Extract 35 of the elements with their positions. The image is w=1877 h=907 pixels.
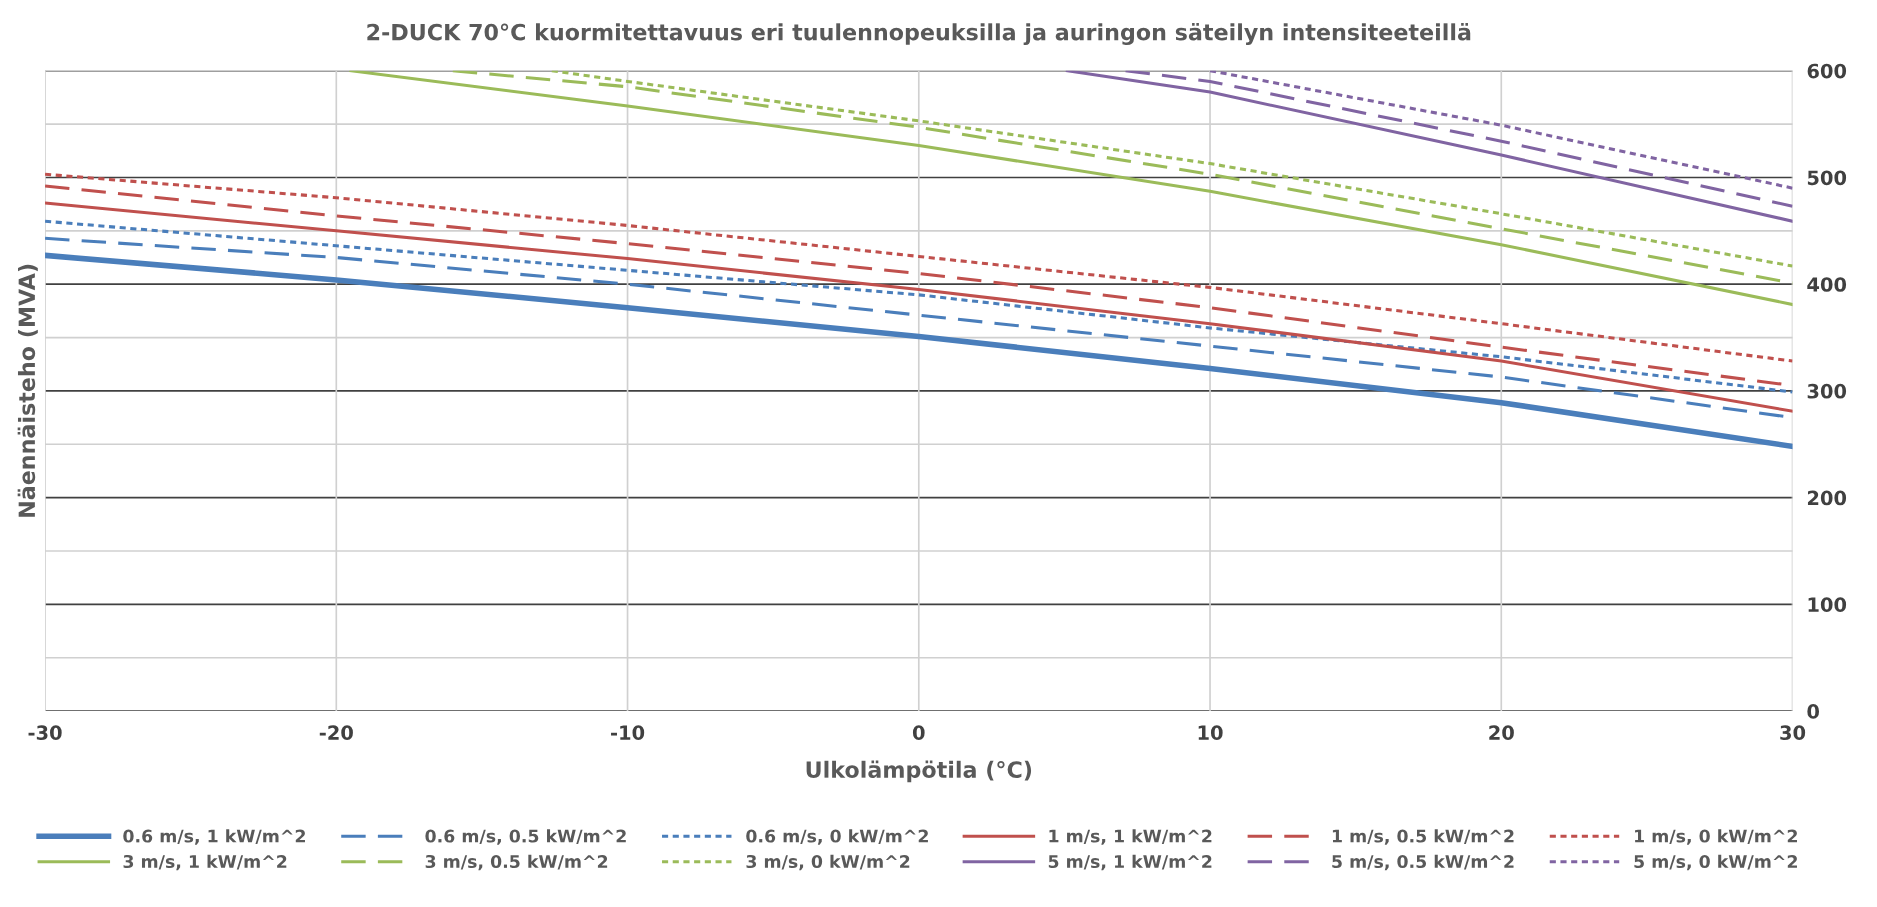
- legend-label: 5 m/s, 0 kW/m^2: [1634, 854, 1797, 871]
- x-tick-label: 0: [912, 725, 925, 741]
- chart-title: 2-DUCK 70°C kuormitettavuus eri tuulennopeuksilla ja auringon säteilyn intensiteeteillä: [367, 22, 1471, 45]
- y-tick-label: 500: [1807, 170, 1847, 186]
- legend-label: 5 m/s, 0.5 kW/m^2: [1332, 854, 1514, 871]
- line-series: [1124, 70, 1793, 208]
- legend-label: 3 m/s, 1 kW/m^2: [123, 854, 287, 871]
- line-series: [45, 201, 1793, 413]
- legend-label: 3 m/s, 0.5 kW/m^2: [425, 854, 608, 871]
- y-tick-label: 0: [1807, 704, 1820, 719]
- legend-label: 3 m/s, 0 kW/m^2: [746, 854, 910, 871]
- x-tick-label: 10: [1198, 725, 1223, 741]
- y-tick-label: 300: [1807, 383, 1847, 399]
- line-series: [45, 219, 1793, 394]
- y-tick-label: 400: [1807, 277, 1847, 292]
- x-tick-label: -20: [319, 725, 353, 741]
- legend-label: 0.6 m/s, 0.5 kW/m^2: [425, 829, 626, 845]
- line-series: [45, 172, 1793, 363]
- y-axis-title: Näennäisteho (MVA): [17, 264, 38, 517]
- x-tick-label: -10: [611, 725, 645, 741]
- y-tick-label: 600: [1807, 63, 1847, 79]
- x-tick-label: 30: [1780, 725, 1806, 741]
- y-tick-label: 100: [1808, 597, 1847, 613]
- x-axis-title: Ulkolämpötila (°C): [806, 760, 1032, 783]
- x-tick-label: -30: [28, 725, 62, 741]
- legend-label: 1 m/s, 0 kW/m^2: [1635, 829, 1797, 845]
- legend-label: 1 m/s, 1 kW/m^2: [1049, 829, 1212, 845]
- line-series: [1065, 70, 1793, 223]
- legend-label: 5 m/s, 1 kW/m^2: [1048, 854, 1212, 871]
- legend-label: 0.6 m/s, 0 kW/m^2: [746, 829, 928, 845]
- line-series: [349, 70, 1793, 306]
- y-tick-label: 200: [1807, 490, 1847, 506]
- legend-label: 0.6 m/s, 1 kW/m^2: [123, 829, 305, 845]
- legend-label: 1 m/s, 0.5 kW/m^2: [1332, 829, 1514, 845]
- x-tick-label: 20: [1489, 725, 1514, 741]
